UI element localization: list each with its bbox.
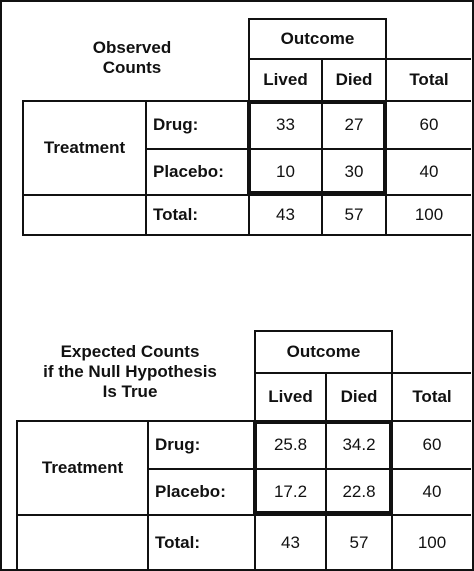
grid-line (22, 234, 471, 236)
row-label-total: Total: (153, 205, 199, 224)
row-label-placebo: Placebo: (155, 482, 226, 501)
grid-line (22, 100, 24, 236)
row-group-label-treatment: Treatment (43, 138, 126, 157)
grid-line (22, 100, 471, 102)
observed-counts-table: Observed Counts Outcome Lived Died Total… (2, 2, 472, 242)
observed-title: Observed Counts (72, 38, 192, 78)
grid-line (325, 372, 327, 569)
col-header-total: Total (412, 387, 452, 406)
expected-title: Expected Counts if the Null Hypothesis I… (8, 342, 252, 402)
observed-highlight-box (247, 100, 387, 195)
cell-total-died: 57 (344, 205, 364, 224)
grid-line (145, 100, 147, 236)
col-header-lived: Lived (263, 70, 308, 89)
expected-highlight-box (253, 420, 393, 515)
grid-line (147, 420, 149, 569)
cell-placebo-died: 22.8 (342, 482, 376, 501)
expected-title-line-2: if the Null Hypothesis (43, 362, 217, 381)
cell-drug-died: 34.2 (342, 435, 376, 454)
expected-counts-table: Expected Counts if the Null Hypothesis I… (2, 322, 472, 569)
row-label-drug: Drug: (153, 115, 199, 134)
col-header-lived: Lived (268, 387, 313, 406)
cell-placebo-total: 40 (422, 482, 442, 501)
observed-title-line-2: Counts (102, 58, 162, 77)
cell-drug-total: 60 (422, 435, 442, 454)
grid-line (254, 372, 471, 374)
cell-total-total: 100 (414, 205, 444, 224)
grid-line (145, 148, 471, 150)
outcome-header: Outcome (286, 342, 361, 361)
grid-line (22, 194, 471, 196)
cell-placebo-total: 40 (419, 162, 439, 181)
cell-total-lived: 43 (276, 205, 295, 224)
cell-drug-died: 27 (344, 115, 364, 134)
cell-drug-lived: 25.8 (273, 435, 308, 454)
row-group-label-treatment: Treatment (41, 458, 124, 477)
col-header-died: Died (335, 70, 373, 89)
cell-total-lived: 43 (281, 532, 300, 552)
cell-total-died: 57 (349, 532, 369, 552)
cell-placebo-lived: 17.2 (273, 482, 308, 501)
row-label-total: Total: (155, 532, 201, 552)
cell-placebo-lived: 10 (276, 162, 295, 181)
col-header-total: Total (409, 70, 449, 89)
row-label-placebo: Placebo: (153, 162, 224, 181)
col-header-died: Died (340, 387, 378, 406)
cell-drug-total: 60 (419, 115, 439, 134)
cell-total-total: 100 (417, 532, 447, 552)
grid-line (248, 58, 471, 60)
grid-line (16, 514, 471, 516)
grid-line (16, 420, 471, 422)
grid-line (248, 18, 385, 20)
grid-line (321, 58, 323, 236)
grid-line (16, 420, 18, 569)
cell-placebo-died: 30 (344, 162, 364, 181)
grid-line (254, 330, 391, 332)
expected-title-line-1: Expected Counts (60, 342, 200, 361)
row-label-drug: Drug: (155, 435, 201, 454)
grid-line (147, 468, 471, 470)
cell-drug-lived: 33 (276, 115, 295, 134)
observed-title-line-1: Observed (92, 38, 172, 57)
expected-title-line-3: Is True (102, 382, 158, 401)
outcome-header: Outcome (280, 29, 355, 48)
